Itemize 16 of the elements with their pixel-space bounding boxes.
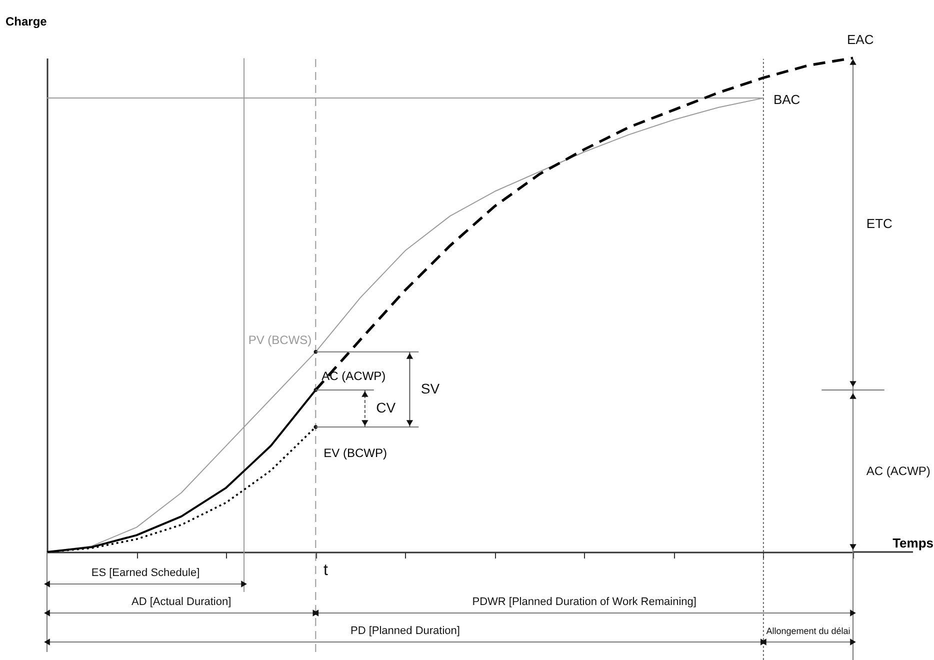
text: Allongement du délai [766, 626, 850, 636]
text: ETC [866, 216, 892, 231]
annotation: SV [420, 380, 440, 396]
text: PD [Planned Duration] [350, 625, 460, 637]
annotation: CV [376, 399, 396, 416]
text: EAC [847, 32, 874, 47]
text: PDWR [Planned Duration of Work Remaining] [472, 596, 696, 608]
series-label: PV (BCWS) [248, 332, 312, 347]
x-axis-title: Temps [892, 536, 934, 550]
y-axis-title: Charge [6, 14, 48, 28]
text: AD [Actual Duration] [132, 596, 232, 608]
text: ES [Earned Schedule] [91, 567, 200, 579]
text: AC (ACWP) [866, 464, 930, 478]
text: t [323, 562, 328, 579]
ref-line-label: BAC [773, 92, 800, 108]
series-label: EV (BCWP) [324, 446, 388, 460]
